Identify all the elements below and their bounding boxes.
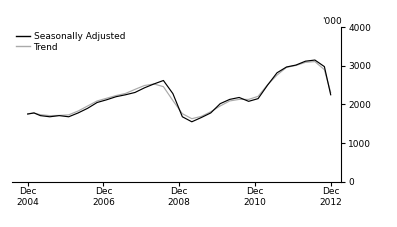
Legend: Seasonally Adjusted, Trend: Seasonally Adjusted, Trend: [16, 32, 125, 52]
Text: '000: '000: [322, 17, 341, 26]
